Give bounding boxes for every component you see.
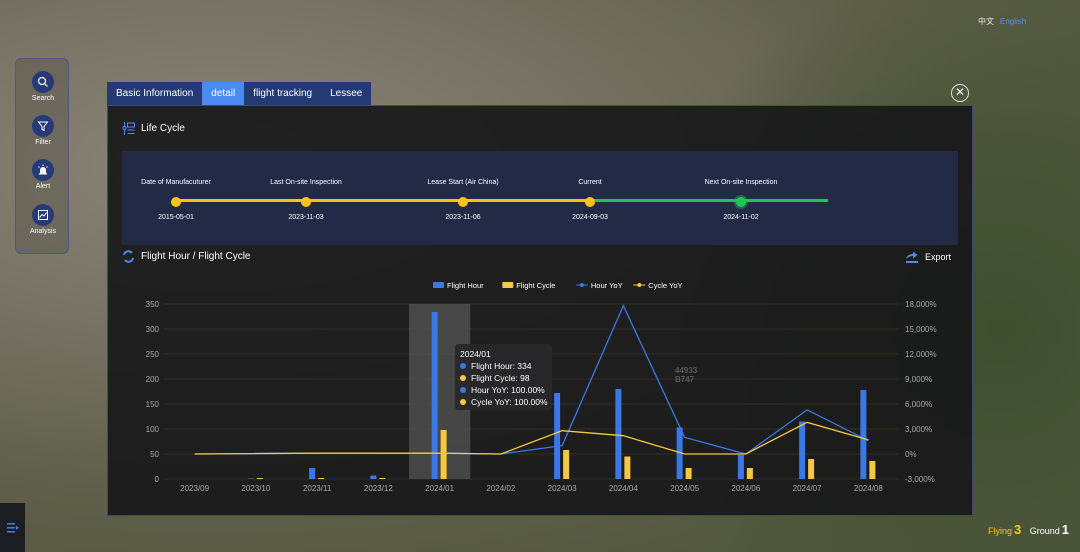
- timeline-event[interactable]: Last On-site Inspection 2023-11-03: [270, 179, 342, 221]
- svg-text:100: 100: [146, 425, 160, 434]
- flight-chart[interactable]: 0 50 100 150 200 250 300 350 -3,000% 0% 3,000% 6,00…: [108, 266, 974, 516]
- event-dot: [736, 197, 746, 207]
- flight-section-title: Flight Hour / Flight Cycle: [141, 251, 251, 262]
- tab-detail[interactable]: detail: [202, 82, 245, 105]
- svg-text:2024/06: 2024/06: [731, 484, 760, 493]
- toolbar-alert[interactable]: Alert: [16, 159, 70, 190]
- svg-text:6,000%: 6,000%: [905, 400, 932, 409]
- sidebar-toggle-button[interactable]: [0, 503, 25, 552]
- detail-tabs: Basic Information detail flight tracking…: [107, 82, 372, 105]
- tab-basic-information[interactable]: Basic Information: [116, 88, 194, 99]
- svg-text:2024/05: 2024/05: [670, 484, 699, 493]
- svg-text:Flight Hour: Flight Hour: [447, 281, 484, 290]
- menu-collapse-icon: [6, 522, 19, 533]
- timeline-event[interactable]: Lease Start (Air China) 2023-11-06: [427, 179, 499, 221]
- svg-text:9,000%: 9,000%: [905, 375, 932, 384]
- svg-text:200: 200: [146, 375, 160, 384]
- event-dot: [585, 197, 595, 207]
- life-cycle-title: Life Cycle: [141, 123, 185, 134]
- svg-text:2023/09: 2023/09: [180, 484, 209, 493]
- life-cycle-header: Life Cycle: [122, 122, 185, 135]
- svg-text:12,000%: 12,000%: [905, 350, 937, 359]
- export-button[interactable]: Export: [905, 251, 951, 263]
- svg-text:300: 300: [146, 325, 160, 334]
- refresh-icon: [123, 250, 134, 263]
- svg-text:3,000%: 3,000%: [905, 425, 932, 434]
- flight-section-header: Flight Hour / Flight Cycle: [122, 250, 250, 263]
- flying-count: Flying 3: [988, 522, 1022, 537]
- svg-text:250: 250: [146, 350, 160, 359]
- svg-text:-3,000%: -3,000%: [905, 475, 935, 484]
- lang-chinese[interactable]: 中文: [978, 17, 994, 26]
- export-icon: [906, 251, 918, 263]
- svg-text:350: 350: [146, 300, 160, 309]
- svg-text:2023/11: 2023/11: [303, 484, 332, 493]
- svg-text:2024/03: 2024/03: [548, 484, 577, 493]
- svg-text:2024/04: 2024/04: [609, 484, 638, 493]
- timeline-future-line: [590, 199, 828, 202]
- svg-text:50: 50: [150, 450, 159, 459]
- left-toolbar: Search Filter Alert Analysis: [15, 58, 69, 254]
- svg-text:0: 0: [155, 475, 160, 484]
- svg-text:2024/01: 2024/01: [460, 349, 491, 359]
- ground-count: Ground 1: [1029, 522, 1070, 537]
- tab-flight-tracking[interactable]: flight tracking: [253, 88, 313, 99]
- tab-lessee[interactable]: Lessee: [330, 88, 363, 99]
- timeline-event[interactable]: Next On-site Inspection 2024-11-02: [704, 179, 778, 221]
- event-dot: [458, 197, 468, 207]
- svg-text:2023/10: 2023/10: [241, 484, 270, 493]
- aircraft-marker[interactable]: 44933 B747: [675, 366, 698, 384]
- filter-icon: [32, 115, 54, 137]
- close-icon: ✕: [954, 85, 966, 99]
- lang-english[interactable]: English: [1000, 17, 1027, 26]
- timeline-past-line: [176, 199, 590, 202]
- svg-text:Cycle YoY: 100.00%: Cycle YoY: 100.00%: [471, 397, 548, 407]
- timeline-event[interactable]: Current 2024-09-03: [572, 179, 608, 221]
- search-icon: [32, 71, 54, 93]
- event-dot: [171, 197, 181, 207]
- svg-text:150: 150: [146, 400, 160, 409]
- svg-text:Flight Cycle: Flight Cycle: [516, 281, 555, 290]
- fleet-status: Flying 3 Ground 1: [988, 522, 1069, 537]
- svg-text:Hour YoY: Hour YoY: [591, 281, 623, 290]
- language-switch: 中文 English: [978, 16, 1032, 27]
- svg-text:2024/08: 2024/08: [854, 484, 883, 493]
- timeline-event[interactable]: Date of Manufacuturer 2015-05-01: [141, 179, 211, 221]
- event-dot: [301, 197, 311, 207]
- alarm-icon: [32, 159, 54, 181]
- svg-text:2024/07: 2024/07: [793, 484, 822, 493]
- toolbar-analysis[interactable]: Analysis: [16, 204, 70, 235]
- svg-text:Flight Hour: 334: Flight Hour: 334: [471, 361, 532, 371]
- svg-text:18,000%: 18,000%: [905, 300, 937, 309]
- toolbar-filter[interactable]: Filter: [16, 115, 70, 146]
- chart-icon: [32, 204, 54, 226]
- svg-text:Hour YoY: 100.00%: Hour YoY: 100.00%: [471, 385, 545, 395]
- close-button[interactable]: ✕: [951, 84, 969, 102]
- detail-panel: Life Cycle Date of Manufacuturer 2015-05…: [107, 105, 973, 516]
- svg-text:2023/12: 2023/12: [364, 484, 393, 493]
- svg-text:2024/01: 2024/01: [425, 484, 454, 493]
- svg-text:15,000%: 15,000%: [905, 325, 937, 334]
- svg-text:Flight Cycle: 98: Flight Cycle: 98: [471, 373, 530, 383]
- life-cycle-timeline: Date of Manufacuturer 2015-05-01 Last On…: [122, 151, 958, 245]
- svg-text:Cycle YoY: Cycle YoY: [648, 281, 682, 290]
- toolbar-search[interactable]: Search: [16, 71, 70, 102]
- svg-text:2024/02: 2024/02: [486, 484, 515, 493]
- svg-text:0%: 0%: [905, 450, 917, 459]
- timeline-icon: [122, 122, 135, 135]
